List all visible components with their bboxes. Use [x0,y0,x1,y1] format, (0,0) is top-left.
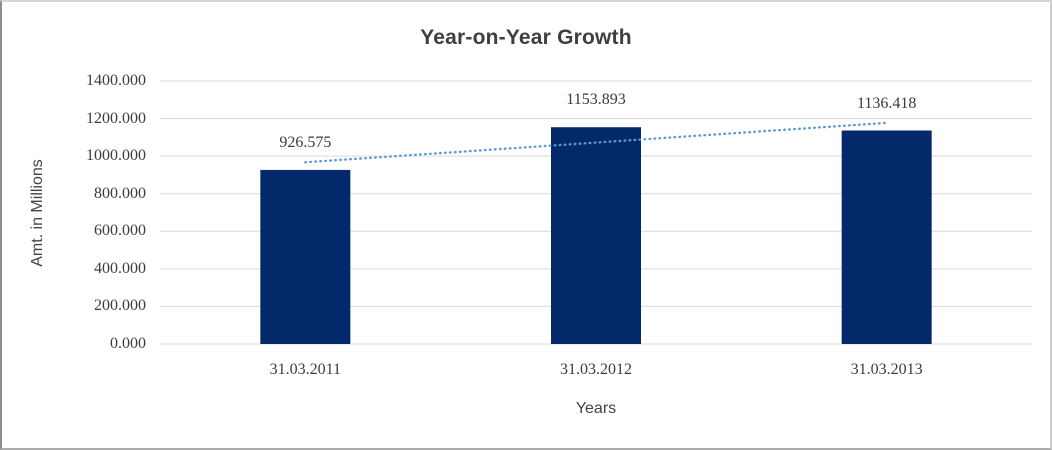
y-tick-label: 1400.000 [86,72,146,89]
bar [551,127,641,344]
chart-title: Year-on-Year Growth [420,26,632,49]
bar [260,169,351,344]
y-tick-label: 1200.000 [86,109,146,127]
x-category-label: 31.03.2012 [560,361,632,378]
y-tick-label: 800.000 [94,184,146,202]
y-tick-label: 400.000 [94,259,146,277]
y-tick-label: 200.000 [94,297,146,315]
bar-data-label: 1136.418 [856,94,917,112]
x-axis-title: Years [575,400,617,417]
bar-data-label: 926.575 [279,133,332,151]
y-tick-label: 600.000 [94,222,146,240]
y-tick-label: 1000.000 [86,147,146,165]
bar-data-label: 1153.893 [566,91,626,109]
x-category-label: 31.03.2013 [850,361,923,378]
bar [841,130,932,344]
trendline [304,121,888,164]
y-tick-label: 0.000 [110,335,146,352]
x-category-label: 31.03.2011 [269,361,342,378]
